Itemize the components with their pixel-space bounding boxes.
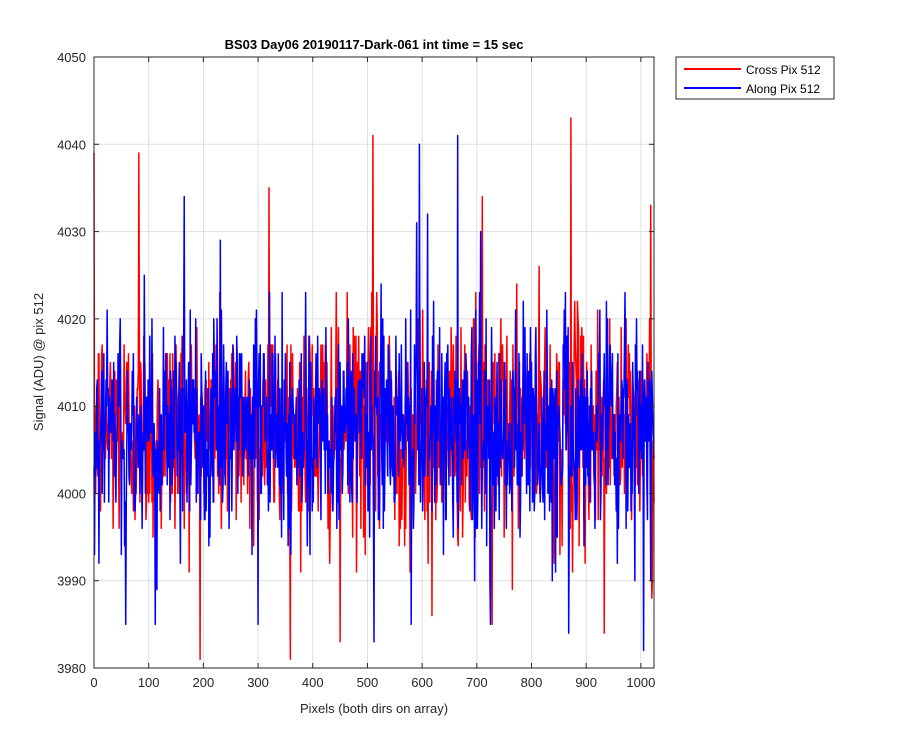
legend-label-cross: Cross Pix 512 (746, 63, 821, 77)
x-tick-label: 500 (357, 675, 379, 690)
y-tick-label: 3990 (57, 574, 86, 589)
x-tick-label: 900 (575, 675, 597, 690)
y-tick-label: 4000 (57, 486, 86, 501)
x-tick-label: 800 (521, 675, 543, 690)
y-axis-label: Signal (ADU) @ pix 512 (31, 293, 46, 431)
axes-frame (93, 56, 655, 669)
legend-box (675, 56, 835, 100)
x-tick-label: 200 (193, 675, 215, 690)
series-lines (93, 117, 655, 661)
x-tick-label: 1000 (626, 675, 655, 690)
y-tick-label: 4050 (57, 50, 86, 65)
chart-title: BS03 Day06 20190117-Dark-061 int time = … (225, 37, 524, 52)
y-tick-label: 3980 (57, 661, 86, 676)
x-tick-label: 600 (411, 675, 433, 690)
legend-label-along: Along Pix 512 (746, 82, 820, 96)
axes-box (93, 56, 655, 669)
x-tick-label: 400 (302, 675, 324, 690)
x-tick-label: 100 (138, 675, 160, 690)
axis-ticks: 0 100 200 300 400 500 600 700 800 900 1000 3980 3990… (57, 50, 655, 690)
legend[interactable]: Cross Pix 512 Along Pix 512 (675, 56, 835, 100)
series-line-along (93, 134, 655, 652)
x-tick-label: 0 (90, 675, 97, 690)
x-axis-label: Pixels (both dirs on array) (300, 701, 448, 716)
y-tick-label: 4030 (57, 225, 86, 240)
y-tick-label: 4010 (57, 399, 86, 414)
x-tick-label: 300 (247, 675, 269, 690)
y-tick-label: 4040 (57, 137, 86, 152)
x-tick-label: 700 (466, 675, 488, 690)
y-tick-label: 4020 (57, 312, 86, 327)
